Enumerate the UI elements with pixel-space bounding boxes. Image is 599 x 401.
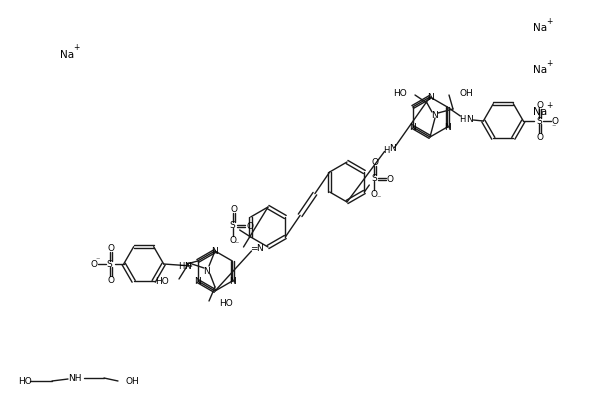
Text: N: N [444, 123, 450, 132]
Text: =: = [250, 244, 257, 253]
Text: O: O [229, 236, 236, 245]
Text: O: O [107, 244, 114, 253]
Text: ⁻: ⁻ [95, 255, 100, 264]
Text: O: O [537, 133, 544, 142]
Text: NH: NH [68, 374, 81, 383]
Text: O: O [246, 222, 253, 231]
Text: O: O [387, 175, 394, 184]
Text: ⁻: ⁻ [551, 122, 555, 131]
Text: O: O [230, 205, 237, 214]
Text: ⁻: ⁻ [234, 239, 239, 248]
Text: N: N [194, 277, 201, 286]
Text: H: H [459, 115, 465, 124]
Text: N: N [211, 247, 219, 256]
Text: O: O [552, 117, 559, 126]
Text: N: N [204, 267, 210, 276]
Text: H: H [383, 146, 390, 155]
Text: H: H [179, 262, 185, 271]
Text: O: O [537, 101, 544, 110]
Text: Na: Na [533, 65, 547, 75]
Text: OH: OH [125, 377, 139, 385]
Text: S: S [537, 117, 542, 126]
Text: HO: HO [394, 88, 407, 97]
Text: OH: OH [459, 89, 473, 98]
Text: +: + [546, 59, 552, 67]
Text: HO: HO [155, 277, 169, 286]
Text: O: O [107, 276, 114, 285]
Text: S: S [371, 174, 377, 183]
Text: Na: Na [533, 107, 547, 117]
Text: +: + [546, 16, 552, 25]
Text: O: O [371, 190, 378, 199]
Text: N: N [466, 115, 473, 124]
Text: N: N [229, 277, 235, 286]
Text: Na: Na [60, 50, 74, 60]
Text: N: N [432, 111, 438, 120]
Text: +: + [546, 100, 552, 109]
Text: O: O [90, 260, 97, 269]
Text: N: N [426, 93, 433, 102]
Text: S: S [230, 221, 235, 230]
Text: O: O [372, 158, 379, 167]
Text: N: N [184, 262, 191, 271]
Text: ⁻: ⁻ [376, 193, 380, 202]
Text: N: N [256, 244, 263, 253]
Text: HO: HO [18, 377, 32, 385]
Text: HO: HO [219, 299, 233, 308]
Text: +: + [73, 43, 79, 53]
Text: N: N [409, 123, 416, 132]
Text: S: S [107, 260, 113, 269]
Text: Na: Na [533, 23, 547, 33]
Text: N: N [389, 144, 396, 153]
